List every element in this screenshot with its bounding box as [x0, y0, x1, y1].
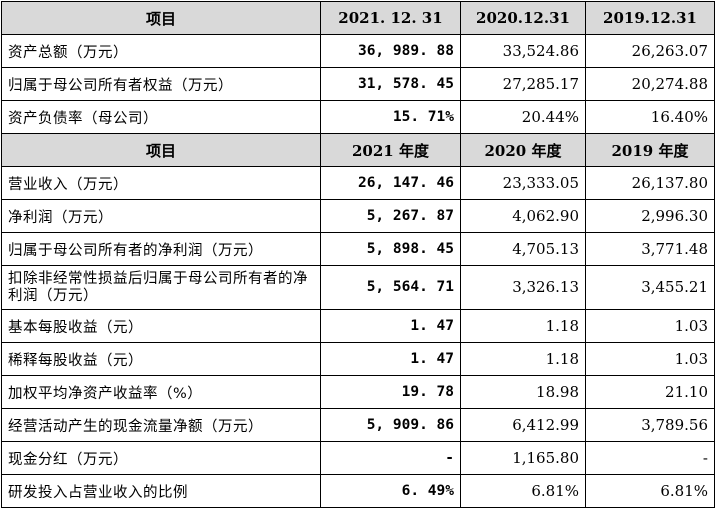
- row-label: 加权平均净资产收益率（%）: [1, 375, 321, 409]
- value-2020: 3,326.13: [460, 265, 586, 310]
- table-row: 现金分红（万元） - 1,165.80 -: [1, 441, 715, 475]
- value-2020: 20.44%: [460, 100, 586, 134]
- row-label: 营业收入（万元）: [1, 166, 321, 200]
- value-2019: 3,455.21: [585, 265, 715, 310]
- value-2020: 27,285.17: [460, 67, 586, 101]
- header-2021: 2021. 12. 31: [320, 1, 461, 35]
- value-2020: 33,524.86: [460, 34, 586, 68]
- row-label: 基本每股收益（元）: [1, 309, 321, 343]
- header-2020: 2020 年度: [460, 133, 586, 167]
- table-row: 资产负债率（母公司） 15. 71% 20.44% 16.40%: [1, 100, 715, 134]
- value-2019: 1.03: [585, 309, 715, 343]
- value-2019: 20,274.88: [585, 67, 715, 101]
- table-row: 归属于母公司所有者权益（万元） 31, 578. 45 27,285.17 20…: [1, 67, 715, 101]
- row-label: 资产负债率（母公司）: [1, 100, 321, 134]
- row-label: 资产总额（万元）: [1, 34, 321, 68]
- value-2020: 23,333.05: [460, 166, 586, 200]
- value-2020: 1.18: [460, 309, 586, 343]
- value-2020: 1,165.80: [460, 441, 586, 475]
- table-row: 加权平均净资产收益率（%） 19. 78 18.98 21.10: [1, 375, 715, 409]
- value-2021: 19. 78: [320, 375, 461, 409]
- value-2019: 3,771.48: [585, 232, 715, 266]
- financial-summary-table: 项目 2021. 12. 31 2020.12.31 2019.12.31 资产…: [1, 1, 715, 508]
- value-2020: 1.18: [460, 342, 586, 376]
- value-2021: 5, 267. 87: [320, 199, 461, 233]
- row-label: 现金分红（万元）: [1, 441, 321, 475]
- value-2019: 26,137.80: [585, 166, 715, 200]
- value-2019: 3,789.56: [585, 408, 715, 442]
- value-2021: -: [320, 441, 461, 475]
- value-2021: 36, 989. 88: [320, 34, 461, 68]
- row-label: 归属于母公司所有者权益（万元）: [1, 67, 321, 101]
- table-row: 研发投入占营业收入的比例 6. 49% 6.81% 6.81%: [1, 474, 715, 508]
- table-row: 营业收入（万元） 26, 147. 46 23,333.05 26,137.80: [1, 166, 715, 200]
- row-label: 净利润（万元）: [1, 199, 321, 233]
- row-label: 扣除非经常性损益后归属于母公司所有者的净利润（万元）: [1, 265, 321, 310]
- value-2019: 2,996.30: [585, 199, 715, 233]
- row-label: 研发投入占营业收入的比例: [1, 474, 321, 508]
- value-2021: 1. 47: [320, 342, 461, 376]
- row-label: 稀释每股收益（元）: [1, 342, 321, 376]
- header-2019: 2019.12.31: [585, 1, 715, 35]
- row-label: 归属于母公司所有者的净利润（万元）: [1, 232, 321, 266]
- value-2019: -: [585, 441, 715, 475]
- value-2021: 31, 578. 45: [320, 67, 461, 101]
- table-row: 稀释每股收益（元） 1. 47 1.18 1.03: [1, 342, 715, 376]
- table-row: 基本每股收益（元） 1. 47 1.18 1.03: [1, 309, 715, 343]
- value-2019: 26,263.07: [585, 34, 715, 68]
- value-2021: 6. 49%: [320, 474, 461, 508]
- value-2021: 5, 564. 71: [320, 265, 461, 310]
- header-item: 项目: [1, 133, 321, 167]
- value-2021: 15. 71%: [320, 100, 461, 134]
- row-label: 经营活动产生的现金流量净额（万元）: [1, 408, 321, 442]
- value-2019: 16.40%: [585, 100, 715, 134]
- table-subheader-row: 项目 2021 年度 2020 年度 2019 年度: [1, 133, 715, 167]
- value-2021: 1. 47: [320, 309, 461, 343]
- value-2020: 4,062.90: [460, 199, 586, 233]
- header-2021: 2021 年度: [320, 133, 461, 167]
- value-2019: 1.03: [585, 342, 715, 376]
- header-item: 项目: [1, 1, 321, 35]
- table-header-row: 项目 2021. 12. 31 2020.12.31 2019.12.31: [1, 1, 715, 35]
- value-2019: 6.81%: [585, 474, 715, 508]
- table-row: 净利润（万元） 5, 267. 87 4,062.90 2,996.30: [1, 199, 715, 233]
- value-2020: 18.98: [460, 375, 586, 409]
- table-row: 经营活动产生的现金流量净额（万元） 5, 909. 86 6,412.99 3,…: [1, 408, 715, 442]
- value-2020: 6.81%: [460, 474, 586, 508]
- header-2019: 2019 年度: [585, 133, 715, 167]
- value-2021: 5, 898. 45: [320, 232, 461, 266]
- value-2019: 21.10: [585, 375, 715, 409]
- value-2020: 4,705.13: [460, 232, 586, 266]
- header-2020: 2020.12.31: [460, 1, 586, 35]
- value-2021: 5, 909. 86: [320, 408, 461, 442]
- table-row: 归属于母公司所有者的净利润（万元） 5, 898. 45 4,705.13 3,…: [1, 232, 715, 266]
- table-row: 资产总额（万元） 36, 989. 88 33,524.86 26,263.07: [1, 34, 715, 68]
- value-2020: 6,412.99: [460, 408, 586, 442]
- value-2021: 26, 147. 46: [320, 166, 461, 200]
- table-row: 扣除非经常性损益后归属于母公司所有者的净利润（万元） 5, 564. 71 3,…: [1, 265, 715, 310]
